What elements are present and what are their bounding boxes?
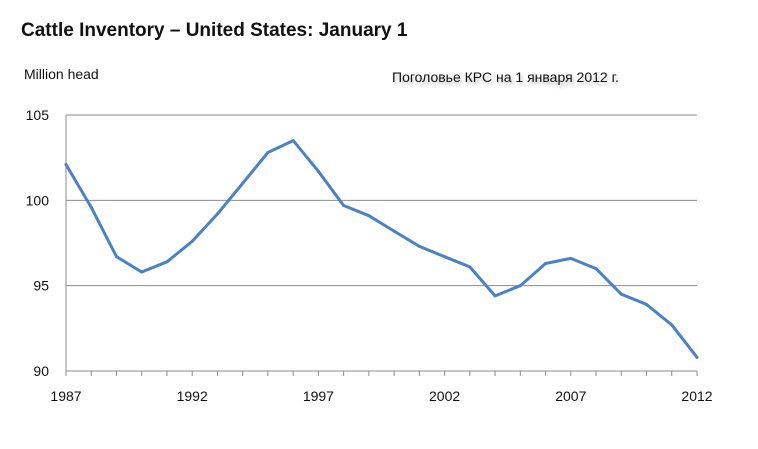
data-point-1992 (190, 239, 194, 243)
data-point-1994 (241, 181, 245, 185)
y-tick-labels: 90 95 100 105 (26, 107, 50, 379)
data-point-2002 (443, 255, 447, 259)
x-tick-label: 1992 (177, 388, 208, 404)
data-point-2007 (569, 256, 573, 260)
data-point-1997 (316, 169, 320, 173)
y-tick-label: 100 (26, 192, 50, 208)
series-group (64, 139, 699, 359)
x-tick-label: 2007 (555, 388, 586, 404)
data-point-2001 (417, 244, 421, 248)
data-point-1993 (215, 212, 219, 216)
data-point-1996 (291, 139, 295, 143)
data-point-2011 (670, 323, 674, 327)
y-tick-label: 95 (33, 278, 49, 294)
data-point-2009 (619, 292, 623, 296)
y-tick-label: 105 (26, 107, 50, 123)
chart-title: Cattle Inventory – United States: Januar… (21, 20, 408, 41)
data-point-2000 (392, 229, 396, 233)
data-point-2006 (544, 261, 548, 265)
data-point-2003 (468, 265, 472, 269)
data-point-1987 (64, 162, 68, 166)
data-point-2004 (493, 294, 497, 298)
data-point-1995 (266, 151, 270, 155)
x-tick-labels: 1987 1992 1997 2002 2007 2012 (50, 388, 712, 404)
y-tick-label: 90 (33, 363, 49, 379)
data-point-2005 (518, 284, 522, 288)
data-point-1988 (89, 205, 93, 209)
axes (65, 115, 698, 376)
x-tick-label: 2012 (681, 388, 712, 404)
series-line-0 (64, 139, 699, 359)
data-point-1989 (114, 255, 118, 259)
gridlines (66, 114, 697, 287)
data-point-1999 (367, 214, 371, 218)
chart-annotation: Поголовье КРС на 1 января 2012 г. (392, 69, 619, 85)
x-tick-label: 1997 (303, 388, 334, 404)
data-point-2008 (594, 267, 598, 271)
data-point-1990 (140, 270, 144, 274)
data-point-1998 (342, 203, 346, 207)
y-axis-label: Million head (24, 66, 99, 82)
data-point-2010 (645, 302, 649, 306)
data-point-1991 (165, 260, 169, 264)
data-point-2012 (695, 355, 699, 359)
x-tick-label: 2002 (429, 388, 460, 404)
x-tick-label: 1987 (50, 388, 81, 404)
